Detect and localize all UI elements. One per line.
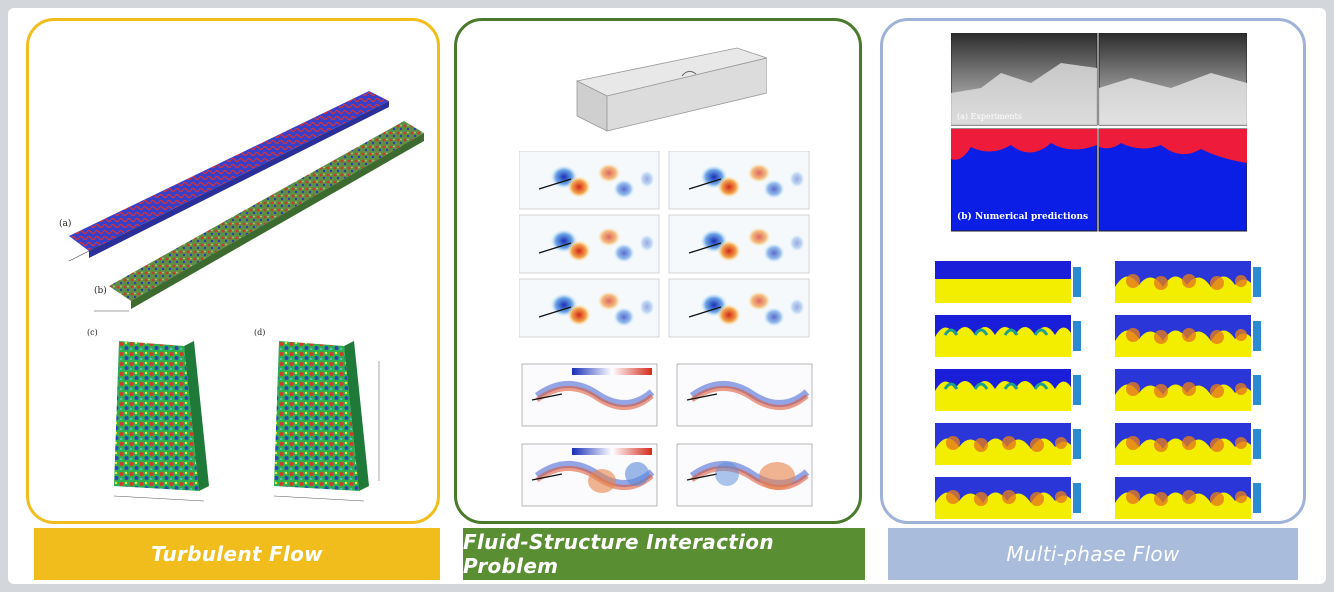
experiment-vs-numerical-figure: (a) Experiments (b) Numerical prediction… (951, 33, 1247, 232)
lower-domain-slab (109, 121, 424, 301)
label-d: (d) (254, 328, 265, 337)
interface-evolution-grid (935, 261, 1261, 519)
page-frame: (a) (b) (c) (d) (8, 8, 1326, 584)
vorticity-contour-grid (519, 151, 810, 338)
numerical-predictions-label: (b) Numerical predictions (957, 211, 1088, 222)
computational-domain-box (575, 47, 767, 132)
experiments-label: (a) Experiments (957, 112, 1022, 121)
multiphase-panel: (a) Experiments (b) Numerical prediction… (880, 18, 1306, 524)
label-c: (c) (87, 328, 98, 337)
upper-domain-slab (69, 91, 389, 251)
multiphase-caption: Multi-phase Flow (888, 528, 1298, 580)
isotropic-turbulence-figure: (c) (d) (87, 328, 380, 502)
turbulent-flow-caption: Turbulent Flow (34, 528, 440, 580)
fsi-panel (454, 18, 862, 524)
fsi-caption: Fluid-Structure Interaction Problem (463, 528, 865, 580)
label-b: (b) (94, 285, 107, 296)
turbulence-box-c (114, 341, 199, 491)
turbulence-box-d (274, 341, 359, 491)
turbulent-flow-panel: (a) (b) (c) (d) (26, 18, 440, 524)
label-a: (a) (59, 218, 71, 229)
flapping-wake-plots (512, 356, 817, 516)
channel-flow-figure: (a) (b) (59, 91, 424, 312)
